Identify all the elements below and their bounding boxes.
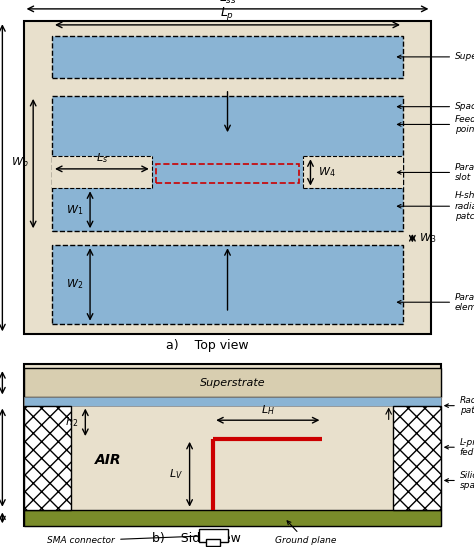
Text: Feed
point: Feed point: [397, 115, 474, 134]
Bar: [52, 245, 403, 324]
Text: a)    Top view: a) Top view: [166, 339, 248, 352]
Bar: [24, 510, 441, 526]
Text: b)    Side view: b) Side view: [152, 532, 241, 545]
Text: Parasitic
element: Parasitic element: [397, 293, 474, 312]
Text: Radiating
patch: Radiating patch: [445, 396, 474, 415]
Text: Silicon
spacer: Silicon spacer: [445, 471, 474, 490]
Bar: [52, 36, 403, 78]
Bar: [52, 96, 403, 231]
Text: Superstrate: Superstrate: [200, 378, 265, 388]
Text: L-probe
fed: L-probe fed: [445, 438, 474, 457]
Bar: [303, 156, 403, 188]
Bar: [24, 406, 71, 510]
Text: AIR: AIR: [95, 453, 121, 467]
Text: Parallel
slot: Parallel slot: [397, 163, 474, 182]
Bar: [393, 406, 441, 510]
Bar: [24, 364, 441, 526]
Text: $W_{1}$: $W_{1}$: [66, 203, 83, 217]
Text: $W_{4}$: $W_{4}$: [318, 166, 335, 179]
Text: $L_{H}$: $L_{H}$: [261, 403, 275, 417]
Bar: [199, 529, 228, 542]
Text: $L_{p}$: $L_{p}$: [220, 5, 235, 22]
Bar: [156, 164, 299, 183]
Text: $W_{p}$: $W_{p}$: [11, 155, 28, 172]
Text: Ground plane: Ground plane: [275, 521, 336, 545]
Text: Spacing: Spacing: [397, 102, 474, 111]
Bar: [24, 21, 431, 334]
Text: $W_{2}$: $W_{2}$: [66, 277, 83, 292]
Bar: [24, 368, 441, 397]
Bar: [52, 156, 152, 188]
Text: $h_{2}$: $h_{2}$: [65, 415, 78, 429]
Text: $L_{V}$: $L_{V}$: [169, 467, 182, 481]
Text: Superstrate: Superstrate: [397, 53, 474, 61]
Text: $L_{ss}$: $L_{ss}$: [219, 0, 237, 7]
Bar: [24, 397, 441, 406]
Bar: [206, 539, 220, 546]
Text: $W_{3}$: $W_{3}$: [419, 231, 437, 245]
Text: H-shaped
radiating
patch: H-shaped radiating patch: [397, 191, 474, 221]
Text: SMA connector: SMA connector: [47, 534, 210, 545]
Text: $L_{s}$: $L_{s}$: [96, 152, 108, 165]
